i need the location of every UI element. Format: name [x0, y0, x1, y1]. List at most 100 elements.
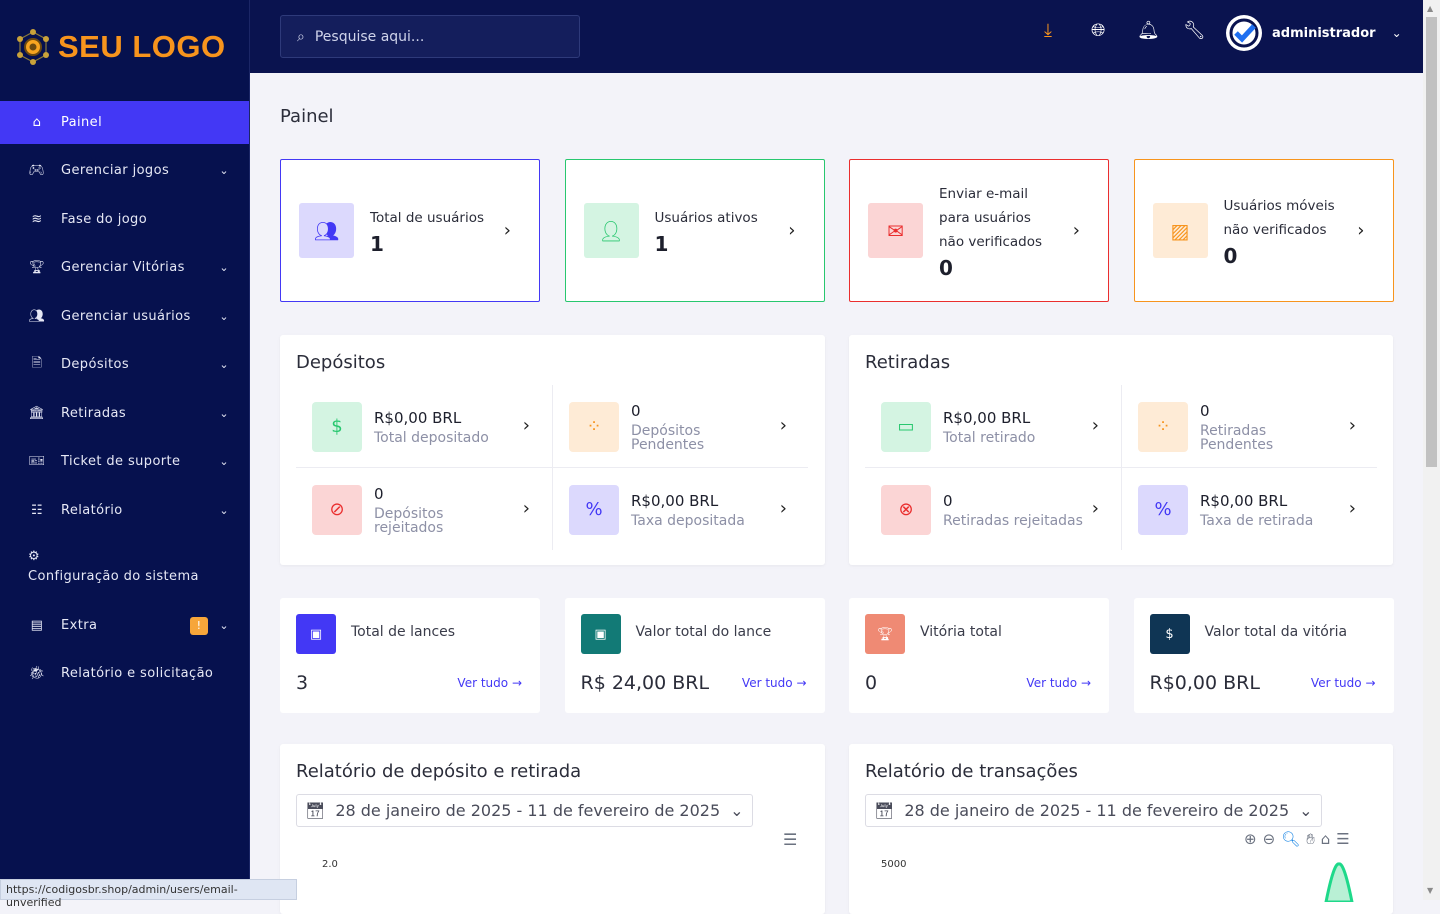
home-icon: ⌂ — [32, 115, 42, 130]
gamepad-icon: 🎮︎ — [28, 163, 46, 178]
zoom-out-icon[interactable]: ⊖ — [1262, 830, 1276, 848]
sidebar-item-10[interactable]: ▤ Extra! ⌄ — [0, 604, 249, 647]
metric-value: 3 — [296, 672, 309, 694]
trophy-icon: 🏆︎ — [865, 614, 905, 654]
transactions-report: Relatório de transações 📅︎ 28 de janeiro … — [849, 744, 1393, 914]
calendar-icon: 📅︎ — [305, 801, 326, 820]
summary-label: Depósitos Pendentes — [631, 422, 705, 453]
chevron-right-icon: › — [779, 415, 787, 436]
summary-item[interactable]: ⁘ 0 Depósitos Pendentes › — [553, 385, 809, 468]
withdrawals-title: Retiradas — [865, 352, 951, 373]
sidebar-item-label: Configuração do sistema — [28, 569, 199, 584]
deposit-withdraw-report: Relatório de depósito e retirada 📅︎ 28 de… — [280, 744, 825, 914]
summary-item[interactable]: ▭ R$0,00 BRL Total retirado › — [865, 385, 1121, 468]
search-box[interactable]: ⌕ — [280, 15, 580, 58]
date-range-value: 28 de janeiro de 2025 - 11 de fevereiro … — [904, 801, 1290, 820]
summary-label: Taxa de retirada — [1200, 512, 1314, 529]
summary-value: 0 — [943, 491, 953, 510]
sidebar-item-2[interactable]: ≋ Fase do jogo — [0, 198, 249, 241]
sidebar-item-7[interactable]: 🎫︎ Ticket de suporte ⌄ — [0, 440, 249, 483]
summary-item[interactable]: % R$0,00 BRL Taxa de retirada › — [1122, 468, 1378, 551]
user-menu[interactable]: administrador ⌄ — [1226, 15, 1402, 51]
search-input[interactable] — [314, 28, 555, 45]
chevron-right-icon: › — [1091, 415, 1099, 436]
stat-card[interactable]: ▨ Usuários móveis não verificados 0 › — [1133, 159, 1394, 302]
username: administrador — [1272, 25, 1376, 41]
divider — [865, 467, 1377, 468]
globe-icon[interactable]: 🌐︎ — [1091, 20, 1106, 41]
date-range-picker[interactable]: 📅︎ 28 de janeiro de 2025 - 11 de fevereir… — [296, 794, 753, 827]
sidebar-item-label: Painel — [61, 115, 103, 130]
stat-card[interactable]: 👥︎ Total de usuários 1 › — [280, 159, 540, 302]
deposit-icon: 🗎 — [31, 355, 43, 371]
alert-badge: ! — [190, 616, 208, 635]
summary-item[interactable]: % R$0,00 BRL Taxa depositada › — [553, 468, 809, 551]
scrollbar[interactable]: ▲ ▼ — [1423, 0, 1440, 900]
metric-card: 🏆︎ Vitória total 0 Ver tudo → — [849, 598, 1109, 713]
metric-label: Valor total da vitória — [1204, 624, 1348, 640]
sidebar-item-0[interactable]: ⌂ Painel — [0, 101, 249, 144]
sidebar-item-5[interactable]: 🗎 Depósitos ⌄ — [0, 343, 249, 386]
logo[interactable]: SEU LOGO — [14, 28, 226, 66]
search-icon: ⌕ — [297, 28, 305, 45]
scroll-up-icon[interactable]: ▲ — [1427, 4, 1434, 13]
sidebar-item-configuracao[interactable]: ⚙ Configuração do sistema — [28, 549, 199, 584]
card-icon: ▭ — [881, 401, 931, 452]
view-all-link[interactable]: Ver tudo → — [1026, 676, 1091, 690]
summary-value: R$0,00 BRL — [631, 491, 719, 510]
summary-item[interactable]: $ R$0,00 BRL Total depositado › — [296, 385, 552, 468]
sidebar-item-1[interactable]: 🎮︎ Gerenciar jogos ⌄ — [0, 149, 249, 192]
users-icon: 👥︎ — [28, 309, 46, 324]
chevron-right-icon: › — [522, 415, 530, 436]
chevron-down-icon: ⌄ — [219, 407, 229, 420]
pan-hand-icon[interactable]: ✋︎ — [1306, 830, 1315, 848]
view-all-label: Ver tudo — [741, 676, 793, 690]
sidebar-item-label: Ticket de suporte — [61, 454, 181, 469]
metric-label: Valor total do lance — [635, 624, 772, 640]
summary-value: 0 — [631, 401, 641, 420]
chevron-right-icon: › — [522, 498, 530, 519]
date-range-picker[interactable]: 📅︎ 28 de janeiro de 2025 - 11 de fevereir… — [865, 794, 1322, 827]
zoom-in-icon[interactable]: ⊕ — [1244, 830, 1257, 848]
summary-item[interactable]: ⊘ 0 Depósitos rejeitados › — [296, 468, 552, 551]
logo-network-icon — [17, 29, 49, 65]
spinner-icon: ⁘ — [1138, 401, 1188, 452]
sidebar-item-label: Depósitos — [61, 357, 130, 372]
view-all-link[interactable]: Ver tudo → — [742, 676, 807, 690]
sidebar-item-6[interactable]: 🏛︎ Retiradas ⌄ — [0, 392, 249, 435]
chevron-right-icon: › — [1348, 498, 1356, 519]
sidebar-item-8[interactable]: ☷ Relatório ⌄ — [0, 489, 249, 532]
chart-menu-icon[interactable]: ☰ — [783, 830, 798, 849]
selection-zoom-icon[interactable]: 🔍︎ — [1281, 830, 1301, 848]
reset-home-icon[interactable]: ⌂ — [1320, 830, 1331, 848]
summary-label: Taxa depositada — [631, 512, 745, 529]
sidebar-item-4[interactable]: 👥︎ Gerenciar usuários ⌄ — [0, 295, 249, 338]
chevron-down-icon: ⌄ — [730, 801, 744, 820]
sidebar-item-11[interactable]: 🐞︎ Relatório e solicitação — [0, 652, 249, 695]
scroll-down-icon[interactable]: ▼ — [1427, 886, 1434, 895]
chevron-down-icon: ⌄ — [219, 164, 229, 177]
y-axis-tick: 5000 — [881, 859, 907, 870]
stat-value: 0 — [939, 255, 953, 280]
deposits-title: Depósitos — [296, 352, 386, 373]
chevron-down-icon: ⌄ — [219, 619, 229, 632]
view-all-link[interactable]: Ver tudo → — [457, 676, 522, 690]
summary-item[interactable]: ⁘ 0 Retiradas Pendentes › — [1122, 385, 1378, 468]
layers-icon: ≋ — [31, 212, 43, 227]
stat-value: 1 — [654, 231, 669, 256]
metric-card: $ Valor total da vitória R$0,00 BRL Ver tud… — [1133, 598, 1394, 713]
bell-icon[interactable]: 🔔︎ — [1137, 20, 1160, 41]
metric-label: Vitória total — [920, 624, 1002, 640]
sidebar-item-3[interactable]: 🏆︎ Gerenciar Vitórias ⌄ — [0, 246, 249, 289]
stat-card[interactable]: 👤︎ Usuários ativos 1 › — [564, 159, 825, 302]
list-icon: ☷ — [30, 503, 44, 518]
wrench-icon[interactable]: 🔧︎ — [1183, 20, 1206, 41]
view-all-link[interactable]: Ver tudo → — [1311, 676, 1376, 690]
stat-card[interactable]: ✉ Enviar e-mail para usuários não verific… — [849, 159, 1109, 302]
download-icon[interactable]: ⤓ — [1044, 20, 1052, 41]
scrollbar-thumb[interactable] — [1426, 17, 1437, 467]
summary-item[interactable]: ⊗ 0 Retiradas rejeitadas › — [865, 468, 1121, 551]
percent-icon: % — [1138, 484, 1188, 535]
settings-icon: ⚙ — [28, 549, 41, 564]
chart-menu-icon[interactable]: ☰ — [1336, 830, 1350, 848]
